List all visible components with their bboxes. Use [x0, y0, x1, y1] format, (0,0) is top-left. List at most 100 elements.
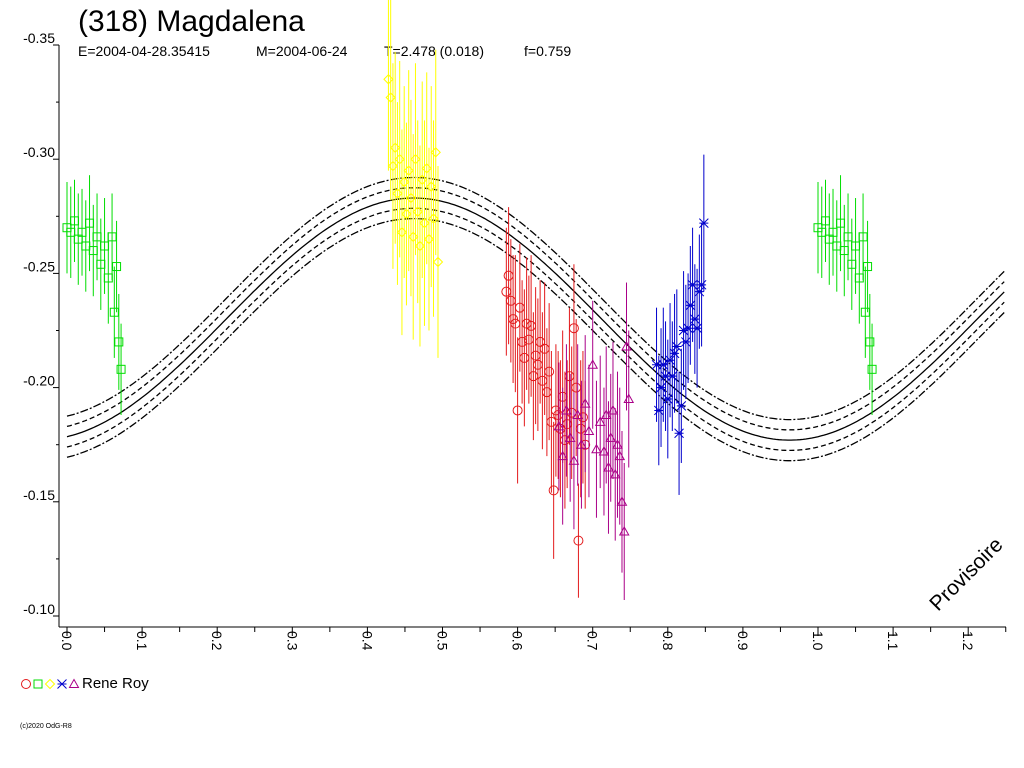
data-point: [408, 231, 419, 243]
data-point: [618, 525, 630, 536]
data-point: [669, 348, 680, 359]
data-point: [403, 165, 414, 176]
data-point: [577, 412, 588, 423]
y-tick-label: -0.35: [23, 30, 55, 46]
data-point: [401, 208, 412, 220]
series-square: [62, 175, 877, 416]
data-point: [696, 279, 707, 290]
data-point: [667, 371, 678, 382]
axes: -0.35 -0.30 -0.25 -0.20 -0.15 -0.100.0 0.1 0.2 0…: [23, 30, 1007, 651]
data-point: [394, 153, 405, 165]
data-point: [421, 163, 432, 174]
provisional-stamp: Provisoire: [925, 533, 1007, 615]
data-point: [583, 425, 595, 435]
y-tick-label: -0.25: [23, 258, 55, 274]
data-point: [591, 443, 602, 454]
data-point: [423, 233, 435, 245]
series-star: [651, 154, 709, 495]
data-point: [568, 455, 580, 465]
data-point: [432, 256, 444, 268]
data-point: [656, 382, 666, 393]
data-point: [665, 355, 675, 366]
legend-symbol-diamond: [44, 678, 56, 690]
data-point: [512, 405, 523, 416]
data-point: [385, 92, 396, 103]
data-point: [116, 364, 126, 374]
data-point: [671, 341, 682, 352]
data-point: [863, 262, 873, 272]
data-point: [114, 337, 124, 347]
x-tick-label: 1.1: [885, 631, 901, 651]
period-label: T=2.478 (0.018): [384, 43, 484, 59]
data-point: [653, 405, 664, 416]
data-point: [860, 307, 870, 317]
data-point: [553, 420, 565, 431]
data-point: [396, 227, 408, 238]
data-point: [548, 485, 559, 496]
legend-symbol-circle: [21, 679, 31, 689]
fraction-label: f=0.759: [524, 43, 571, 59]
chart-title: (318) Magdalena: [78, 5, 305, 38]
data-point: [410, 153, 421, 165]
y-tick-label: -0.10: [23, 601, 55, 617]
data-point: [594, 416, 606, 426]
data-point: [389, 142, 401, 153]
data-point: [398, 176, 410, 188]
data-point: [564, 432, 576, 442]
data-point: [685, 300, 696, 311]
fit-curve-envelope-lower-inner: [66, 207, 1005, 452]
data-point: [678, 325, 689, 336]
data-points: [62, 0, 877, 601]
data-point: [698, 218, 709, 229]
data-point: [674, 428, 684, 439]
legend-symbol-star: [57, 679, 67, 689]
fit-curve-envelope-lower-outer: [66, 217, 1005, 462]
data-point: [587, 359, 599, 369]
mid-date-label: M=2004-06-24: [256, 43, 348, 59]
x-tick-label: 0.4: [359, 631, 375, 651]
data-point: [430, 147, 441, 158]
data-point: [405, 192, 417, 204]
y-tick-label: -0.20: [23, 373, 55, 389]
data-point: [426, 181, 437, 192]
data-point: [109, 307, 119, 317]
data-point: [867, 364, 877, 374]
x-tick-label: 0.9: [735, 631, 751, 651]
data-point: [858, 232, 868, 242]
x-tick-label: 1.0: [810, 631, 826, 651]
epoch-label: E=2004-04-28.35415: [78, 43, 210, 59]
data-point: [680, 337, 691, 347]
fit-curve-envelope-upper-inner: [66, 187, 1005, 431]
data-point: [508, 314, 519, 325]
y-tick-label: -0.15: [23, 487, 55, 503]
fit-curves: [66, 176, 1005, 462]
data-point: [383, 74, 394, 85]
data-point: [557, 450, 569, 461]
x-tick-label: 0.8: [660, 631, 676, 651]
series-triangle: [553, 282, 635, 601]
data-point: [387, 160, 399, 172]
data-point: [692, 323, 702, 334]
data-point: [573, 535, 584, 546]
data-point: [623, 393, 635, 404]
x-tick-label: 0.6: [510, 631, 526, 651]
data-point: [561, 404, 572, 415]
data-point: [544, 366, 555, 377]
data-point: [112, 262, 122, 272]
data-point: [417, 174, 428, 185]
series-circle: [501, 207, 591, 598]
data-point: [658, 359, 669, 370]
x-tick-label: 1.2: [960, 631, 976, 651]
data-point: [572, 409, 584, 420]
x-tick-label: 0.5: [435, 631, 451, 651]
data-point: [576, 439, 587, 449]
copyright-note: (c)2020 OdG-R8: [20, 723, 72, 730]
data-point: [662, 394, 673, 404]
data-point: [676, 401, 687, 411]
legend-symbol-square: [33, 679, 43, 689]
data-point: [107, 232, 117, 242]
legend-label: Rene Roy: [82, 675, 149, 692]
x-tick-label: 0.7: [585, 631, 601, 651]
data-point: [568, 323, 579, 334]
data-point: [419, 217, 430, 229]
